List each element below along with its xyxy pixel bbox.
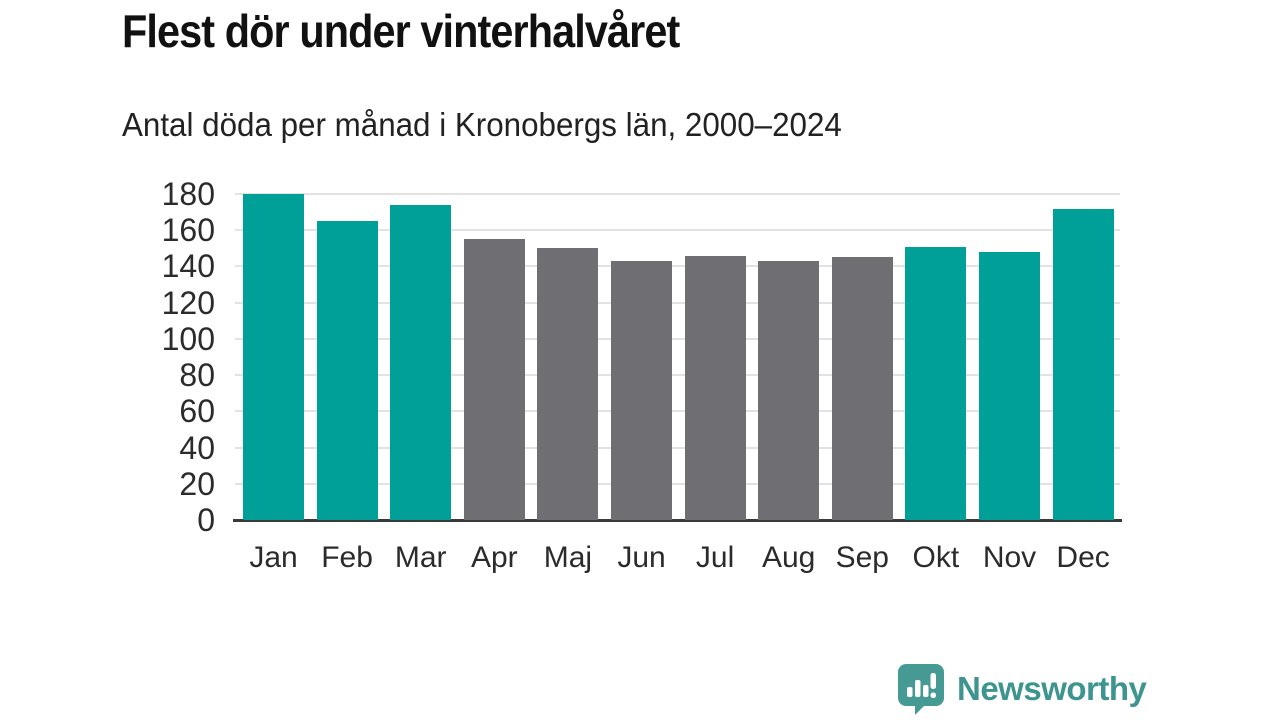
gridline-140 [235,265,1120,268]
x-tick-label-aug: Aug [761,541,816,574]
y-tick-label-20: 20 [179,465,215,502]
x-tick-label-mar: Mar [394,541,447,574]
y-tick-label-120: 120 [161,284,215,321]
bar-apr [463,239,525,520]
y-tick-label-160: 160 [161,212,215,249]
x-tick-label-dec: Dec [1056,541,1110,574]
x-tick-label-feb: Feb [321,541,373,574]
gridline-40 [235,446,1120,449]
bar-dec [1052,208,1114,520]
gridline-20 [235,482,1120,485]
chart-title: Flest dör under vinterhalvåret [122,5,680,57]
gridline-180 [235,193,1120,195]
x-tick-label-nov: Nov [982,541,1037,574]
x-tick-label-jan: Jan [249,541,298,574]
plot-area [233,193,1122,522]
x-tick-label-okt: Okt [912,541,960,574]
gridline-120 [235,301,1120,304]
bar-jul [684,255,746,520]
y-tick-label-0: 0 [197,502,215,538]
bar-sep [831,257,893,520]
bar-okt [905,246,967,520]
bar-aug [758,261,820,520]
y-tick-label-100: 100 [161,320,215,357]
y-tick-label-180: 180 [161,176,215,212]
gridline-100 [235,337,1120,340]
x-tick-label-sep: Sep [835,541,889,574]
x-tick-label-maj: Maj [543,541,593,574]
y-tick-label-40: 40 [179,429,215,466]
bar-jan [243,194,304,520]
gridline-60 [235,410,1120,413]
bar-maj [537,248,599,520]
newsworthy-logo: Newsworthy [897,663,1147,715]
y-tick-label-140: 140 [161,248,215,285]
chart-subtitle: Antal döda per månad i Kronobergs län, 2… [122,106,842,143]
bar-nov [979,251,1040,520]
newsworthy-logo-icon [897,663,945,715]
gridline-80 [235,374,1120,377]
y-axis-labels: 0 20 40 60 80 100 120 140 160 180 [120,178,215,536]
bar-feb [316,221,378,520]
bar-mar [390,204,452,520]
y-tick-label-80: 80 [179,357,215,394]
x-tick-label-jun: Jun [617,541,666,574]
brand-name: Newsworthy [957,670,1147,707]
x-tick-label-apr: Apr [470,541,518,574]
x-tick-label-jul: Jul [695,541,735,574]
x-axis-line [233,519,1122,522]
y-tick-label-60: 60 [179,393,215,430]
bar-jun [611,261,672,520]
x-axis-labels: Jan Feb Mar Apr Maj Jun Jul Aug Sep Okt Nov Dec [235,540,1120,580]
gridline-160 [235,229,1120,232]
